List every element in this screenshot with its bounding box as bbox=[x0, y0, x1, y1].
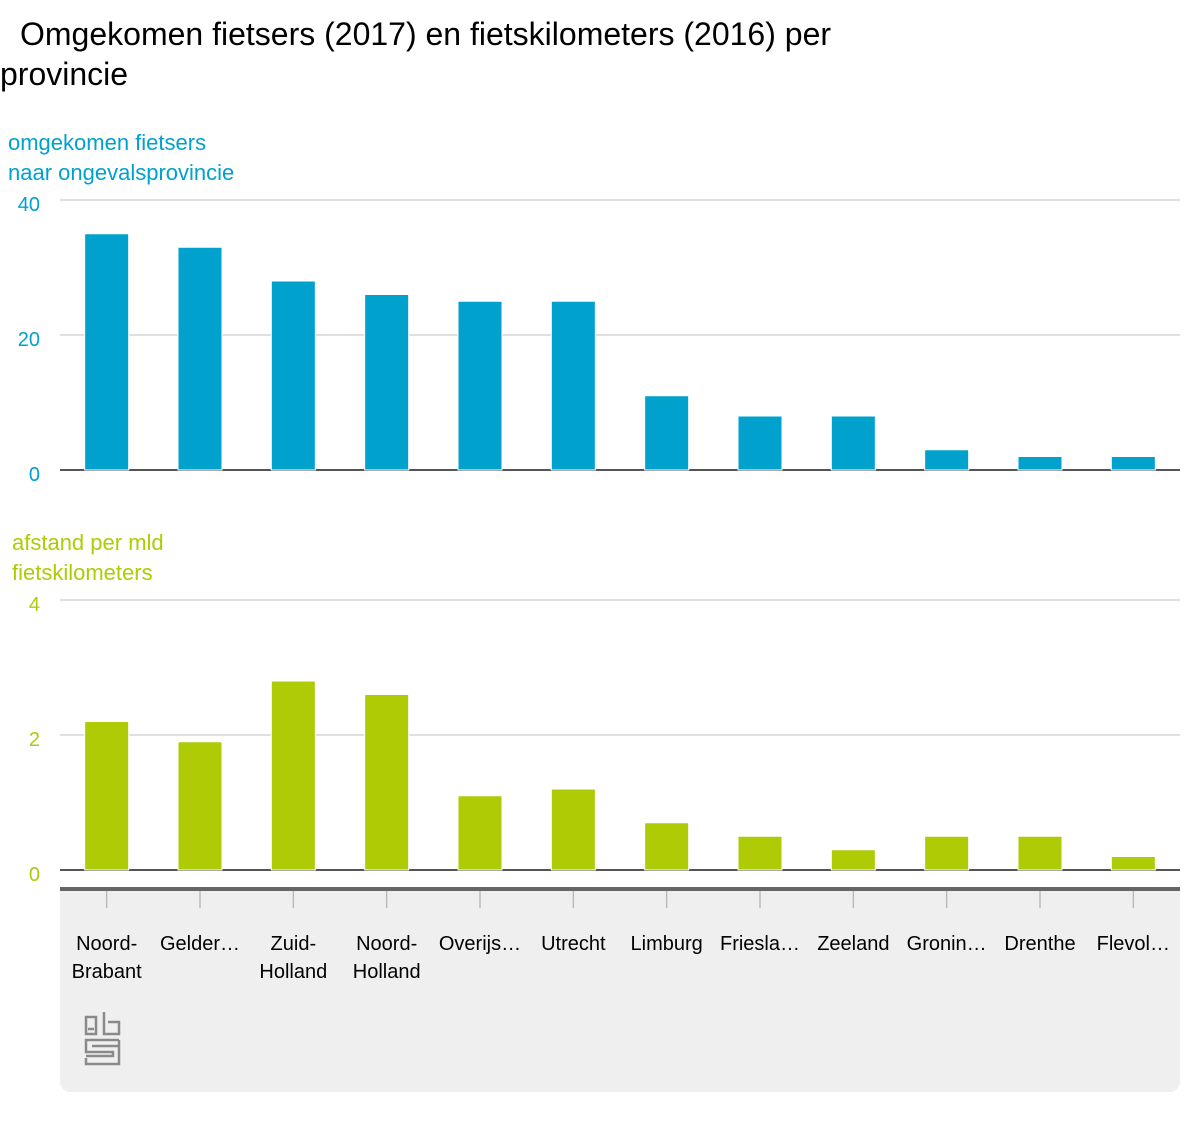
bar bbox=[644, 395, 690, 471]
bar bbox=[550, 788, 596, 871]
x-tick-label: Limburg bbox=[631, 933, 703, 955]
bar bbox=[457, 300, 503, 471]
y-tick-label: 40 bbox=[18, 194, 40, 216]
bar bbox=[1110, 856, 1156, 871]
x-tick-label: Noord-Holland bbox=[353, 933, 421, 983]
y-axis-label: omgekomen fietsers bbox=[8, 130, 206, 155]
bar bbox=[457, 795, 503, 871]
x-tick-label: Overijs… bbox=[439, 933, 521, 955]
bar bbox=[924, 449, 970, 471]
y-axis-label: afstand per mld bbox=[12, 530, 164, 555]
x-tick-label: Flevol… bbox=[1097, 933, 1170, 955]
bar bbox=[1110, 456, 1156, 471]
bar bbox=[830, 849, 876, 871]
bar bbox=[550, 300, 596, 471]
bar bbox=[830, 415, 876, 471]
bar bbox=[84, 721, 130, 871]
y-tick-label: 2 bbox=[29, 729, 40, 751]
y-axis-label: naar ongevalsprovincie bbox=[8, 160, 234, 185]
bar bbox=[924, 835, 970, 871]
bar bbox=[270, 280, 316, 471]
x-tick-label: Drenthe bbox=[1004, 933, 1075, 955]
x-tick-label: Friesla… bbox=[720, 933, 800, 955]
x-tick-label: Noord-Brabant bbox=[72, 933, 142, 983]
y-tick-label: 4 bbox=[29, 594, 40, 616]
x-tick-label: Zuid-Holland bbox=[259, 933, 327, 983]
x-tick-label: Utrecht bbox=[541, 933, 606, 955]
bar bbox=[270, 680, 316, 871]
x-tick-label: Gronin… bbox=[907, 933, 987, 955]
x-tick-label: Zeeland bbox=[817, 933, 889, 955]
y-tick-label: 0 bbox=[29, 464, 40, 486]
bar bbox=[737, 835, 783, 871]
chart-title: Omgekomen fietsers (2017) en fietskilome… bbox=[0, 16, 832, 92]
bar bbox=[177, 246, 223, 471]
y-tick-label: 0 bbox=[29, 864, 40, 886]
bar bbox=[737, 415, 783, 471]
bar bbox=[1017, 456, 1063, 471]
cbs-logo bbox=[84, 1012, 121, 1066]
y-axis-label: fietskilometers bbox=[12, 560, 153, 585]
panel-1: omgekomen fietsers naar ongevalsprovincie… bbox=[8, 130, 1180, 486]
bar bbox=[364, 294, 410, 471]
y-tick-label: 20 bbox=[18, 329, 40, 351]
bar bbox=[1017, 835, 1063, 871]
x-tick-label: Gelder… bbox=[160, 933, 240, 955]
bar bbox=[177, 741, 223, 871]
x-axis-background bbox=[60, 888, 1180, 1092]
bar bbox=[644, 822, 690, 871]
panel-2: afstand per mld fietskilometers 0 2 4 bbox=[12, 530, 1180, 886]
bar bbox=[84, 233, 130, 471]
bar bbox=[364, 694, 410, 871]
